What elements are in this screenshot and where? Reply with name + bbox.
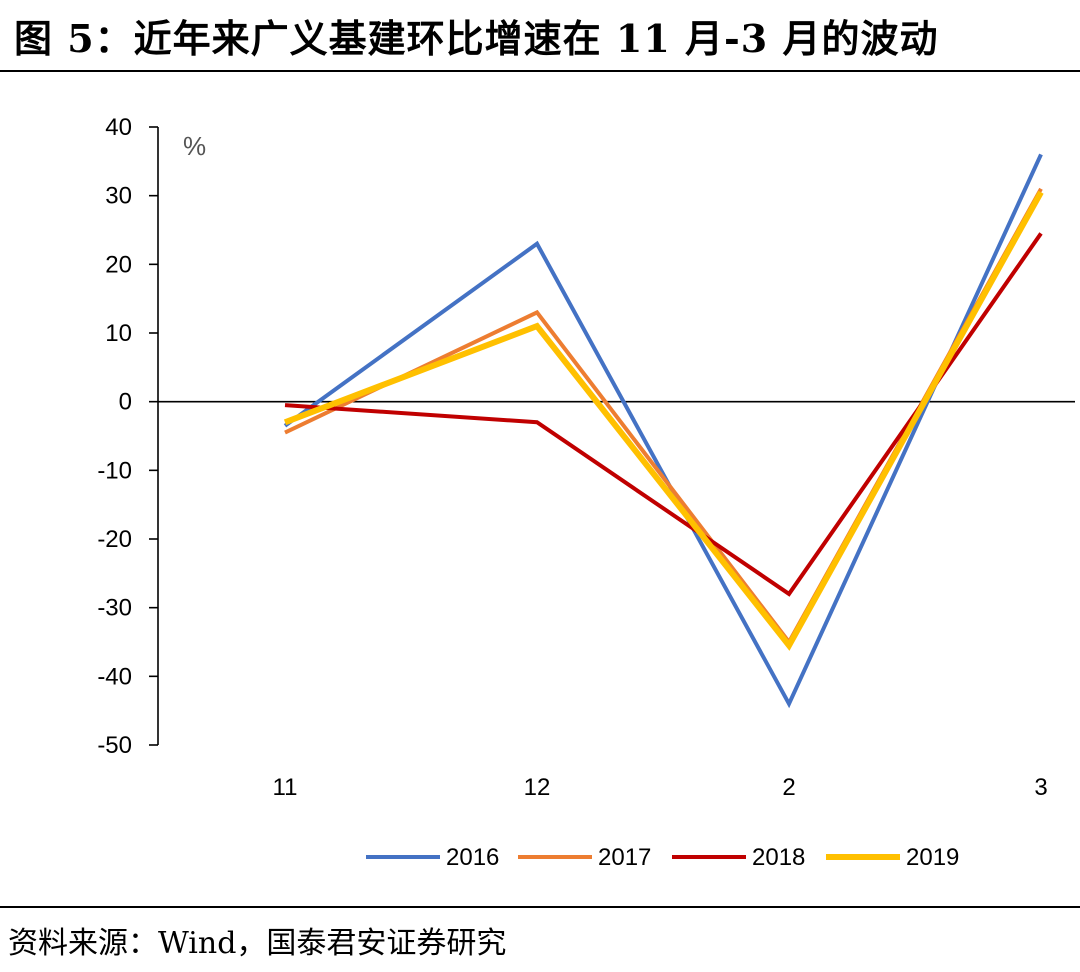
y-tick-label: 40 — [105, 114, 132, 141]
series-line-2017 — [284, 187, 1043, 646]
y-tick-label: -30 — [97, 595, 132, 622]
y-tick-label: 20 — [105, 251, 132, 278]
x-tick-label: 11 — [273, 774, 298, 801]
chart-axes: 40 30 20 10 0 -10 -20 -30 -40 -50 11 12 2 3 — [97, 114, 1075, 801]
y-tick-label: -40 — [97, 663, 132, 690]
legend-label-2017: 2017 — [598, 844, 651, 871]
x-tick-label: 3 — [1034, 774, 1047, 801]
y-tick-label: 30 — [105, 183, 132, 210]
y-unit-label: % — [183, 131, 206, 161]
series-line-2018 — [284, 232, 1043, 597]
y-tick-label: -10 — [97, 457, 132, 484]
title-divider — [0, 70, 1080, 72]
figure-title: 图 5：近年来广义基建环比增速在 11 月-3 月的波动 — [14, 16, 939, 61]
x-tick-label: 12 — [524, 774, 551, 801]
legend-label-2018: 2018 — [752, 844, 805, 871]
source-divider — [0, 906, 1080, 908]
series-line-2019 — [283, 190, 1044, 651]
y-tick-label: 10 — [105, 320, 132, 347]
figure-source: 资料来源：Wind，国泰君安证券研究 — [8, 926, 507, 961]
chart-legend: 2016 2017 2018 2019 — [366, 844, 959, 871]
legend-label-2016: 2016 — [446, 844, 499, 871]
x-tick-label: 2 — [782, 774, 795, 801]
legend-label-2019: 2019 — [906, 844, 959, 871]
chart-series — [283, 153, 1044, 709]
y-tick-label: -50 — [97, 732, 132, 759]
y-tick-label: -20 — [97, 526, 132, 553]
series-line-2016 — [283, 153, 1043, 709]
y-tick-label: 0 — [119, 389, 132, 416]
